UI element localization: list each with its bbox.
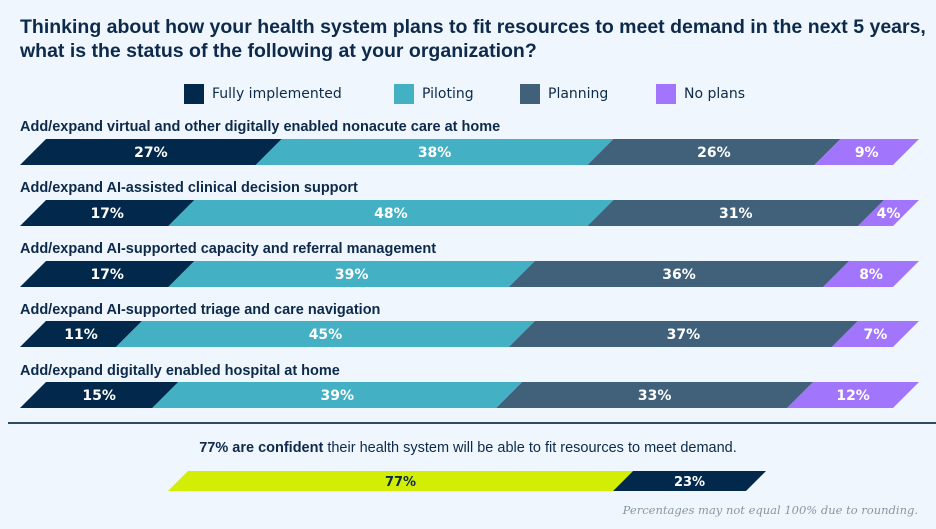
legend-label: Planning (548, 86, 609, 102)
data-label-piloting: 48% (374, 206, 408, 222)
bar-segment-piloting (116, 321, 535, 347)
bar-segment-fully-implemented (20, 382, 179, 408)
data-label-planning: 36% (662, 267, 696, 283)
bar-segment-no-plans (823, 261, 919, 287)
confidence-label-not-confident: 23% (674, 475, 705, 490)
data-label-planning: 31% (719, 206, 753, 222)
bar-segment-fully-implemented (20, 321, 143, 347)
data-label-piloting: 39% (335, 267, 369, 283)
data-label-piloting: 38% (418, 145, 452, 161)
legend-label: Piloting (422, 86, 474, 102)
legend: Fully implemented Piloting Planning No p… (0, 84, 936, 104)
bar-segment-no-plans (787, 382, 919, 408)
data-label-planning: 33% (638, 388, 672, 404)
confidence-bar-not-confident (613, 471, 766, 491)
data-label-no-plans: 12% (836, 388, 870, 404)
data-label-planning: 26% (697, 145, 731, 161)
bar-segment-no-plans (858, 200, 919, 226)
legend-item-no-plans: No plans (656, 84, 745, 104)
bar-segment-planning (508, 321, 858, 347)
data-label-piloting: 45% (309, 327, 343, 343)
confidence-statement-rest: their health system will be able to fit … (323, 440, 737, 456)
legend-item-piloting: Piloting (394, 84, 474, 104)
legend-swatch-fully-implemented (184, 84, 204, 104)
data-label-fully-implemented: 15% (82, 388, 116, 404)
category-label: Add/expand AI-supported capacity and ref… (20, 241, 437, 257)
bar-segment-no-plans (831, 321, 919, 347)
legend-label: No plans (684, 86, 746, 102)
confidence-statement: 77% are confident their health system wi… (0, 440, 936, 456)
data-label-no-plans: 7% (864, 327, 888, 343)
bar-segment-piloting (152, 382, 523, 408)
legend-swatch-planning (520, 84, 540, 104)
footnote: Percentages may not equal 100% due to ro… (622, 503, 918, 517)
data-label-fully-implemented: 27% (134, 145, 168, 161)
data-label-piloting: 39% (320, 388, 354, 404)
bar-segment-piloting (168, 200, 614, 226)
bar-segment-fully-implemented (20, 200, 195, 226)
chart-title: Thinking about how your health system pl… (20, 16, 926, 62)
bar-segment-fully-implemented (20, 139, 282, 165)
bar-segment-planning (587, 200, 885, 226)
category-label: Add/expand AI-assisted clinical decision… (20, 180, 358, 196)
data-label-no-plans: 9% (855, 145, 879, 161)
data-label-fully-implemented: 17% (90, 267, 124, 283)
data-label-no-plans: 8% (859, 267, 883, 283)
confidence-bar-confident (168, 471, 634, 491)
bar-segment-piloting (168, 261, 535, 287)
data-label-fully-implemented: 11% (64, 327, 98, 343)
bar-segment-fully-implemented (20, 261, 195, 287)
category-label: Add/expand AI-supported triage and care … (20, 302, 381, 318)
legend-swatch-piloting (394, 84, 414, 104)
divider (8, 422, 936, 424)
bar-segment-no-plans (814, 139, 919, 165)
legend-item-planning: Planning (520, 84, 608, 104)
confidence-label-confident: 77% (385, 475, 416, 490)
bar-segment-planning (587, 139, 841, 165)
bar-segment-planning (496, 382, 814, 408)
category-label: Add/expand digitally enabled hospital at… (20, 363, 340, 379)
data-label-planning: 37% (667, 327, 701, 343)
confidence-statement-bold: 77% are confident (199, 440, 324, 456)
bar-segment-planning (508, 261, 850, 287)
data-label-fully-implemented: 17% (90, 206, 124, 222)
legend-swatch-no-plans (656, 84, 676, 104)
data-label-no-plans: 4% (877, 206, 901, 222)
category-label: Add/expand virtual and other digitally e… (20, 119, 501, 135)
legend-item-fully-implemented: Fully implemented (184, 84, 342, 104)
legend-label: Fully implemented (212, 86, 342, 102)
bar-segment-piloting (255, 139, 614, 165)
